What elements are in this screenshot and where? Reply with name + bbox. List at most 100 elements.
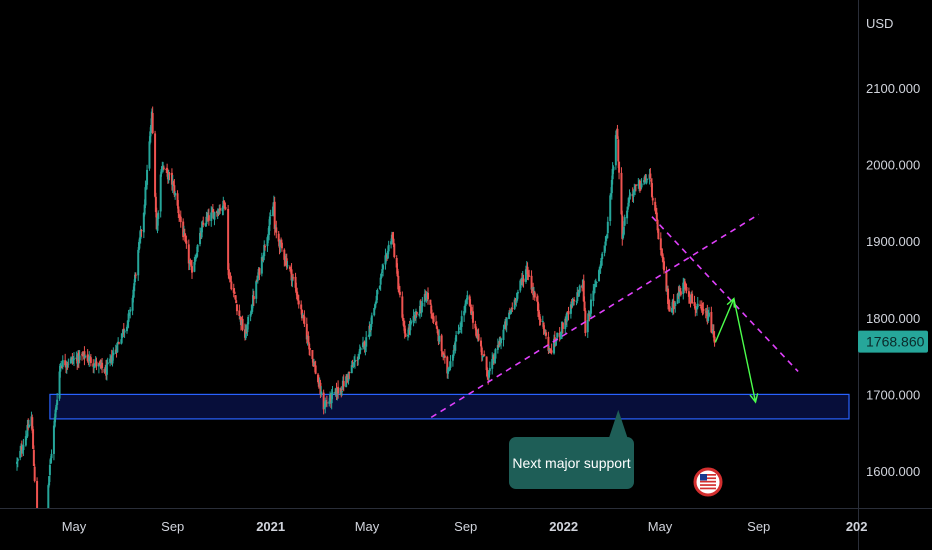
descending-trendline[interactable] — [651, 216, 799, 372]
candle — [458, 330, 461, 334]
price-tick-label: 2100.000 — [866, 81, 920, 96]
candle — [516, 289, 519, 299]
candle — [443, 348, 446, 364]
candle — [294, 272, 297, 292]
candle — [672, 294, 675, 315]
candle — [460, 310, 463, 334]
candle-body — [117, 342, 120, 344]
candle-body — [640, 183, 643, 188]
candle — [134, 272, 137, 286]
candle-body — [295, 289, 298, 294]
candle-body — [55, 405, 58, 410]
candle — [603, 245, 606, 257]
candle — [288, 265, 291, 272]
support-callout[interactable]: Next major support — [509, 409, 634, 489]
candle — [224, 207, 227, 210]
candle — [567, 306, 570, 321]
candle-body — [20, 446, 23, 452]
candle — [611, 162, 614, 185]
candle-body — [586, 320, 589, 333]
candle-body — [357, 358, 360, 361]
candle-body — [629, 194, 632, 196]
candle — [435, 315, 438, 326]
candle-body — [187, 244, 190, 264]
candle-body — [184, 235, 187, 241]
projection-down-arrow[interactable] — [733, 298, 759, 404]
candle — [314, 360, 317, 375]
candle-body — [341, 390, 344, 392]
candle-body — [516, 291, 519, 294]
candle — [628, 189, 631, 203]
candle — [368, 321, 371, 340]
us-flag-icon[interactable] — [693, 467, 723, 497]
candle-body — [455, 335, 458, 342]
candle-body — [297, 300, 300, 305]
support-zone[interactable] — [49, 393, 850, 420]
candle-body — [550, 350, 553, 353]
candle — [210, 206, 213, 227]
candle — [457, 324, 460, 335]
candle — [609, 193, 612, 226]
candle — [515, 300, 518, 307]
candle-body — [279, 239, 282, 248]
candle-body — [688, 296, 691, 299]
candle-body — [632, 190, 635, 197]
candle-body — [38, 539, 40, 550]
candle-body — [511, 308, 514, 310]
candle — [699, 300, 702, 306]
projection-up-arrow[interactable] — [714, 297, 736, 343]
candle — [241, 315, 244, 332]
last-price-tag[interactable]: 1768.860 — [858, 330, 928, 353]
candle — [172, 180, 175, 186]
candle-body — [28, 424, 31, 428]
candle-body — [614, 135, 617, 166]
candle-body — [406, 334, 409, 337]
candle — [269, 209, 272, 217]
candle — [42, 532, 44, 550]
candle — [471, 304, 474, 330]
candle — [151, 106, 154, 135]
candle-body — [543, 328, 546, 335]
candle-body — [380, 273, 383, 278]
candle — [494, 348, 497, 364]
candle-body — [565, 312, 568, 322]
time-tick-label: 202 — [846, 519, 868, 534]
candle-body — [623, 217, 626, 226]
candle-body — [193, 262, 196, 272]
candle — [505, 317, 508, 333]
candle-body — [154, 133, 157, 197]
candle-body — [685, 287, 688, 291]
candle — [290, 263, 293, 287]
candle-body — [22, 445, 25, 451]
price-axis[interactable]: USD 1600.000 1700.000 1800.000 1900.000 2000.… — [866, 16, 920, 479]
candle-body — [458, 331, 461, 333]
ascending-trendline[interactable] — [430, 213, 760, 419]
candle — [38, 534, 40, 550]
candle-body — [707, 312, 710, 317]
candle — [42, 526, 44, 539]
candle — [554, 341, 557, 347]
candle-body — [687, 291, 690, 297]
candle-body — [381, 269, 384, 273]
candle-body — [702, 308, 705, 311]
candle-body — [78, 355, 81, 361]
candle-body — [252, 296, 255, 300]
candle-body — [345, 376, 348, 388]
candle — [234, 295, 237, 301]
candle-body — [331, 392, 334, 394]
candle — [83, 346, 86, 366]
candle-body — [606, 234, 609, 236]
candle — [159, 171, 162, 218]
candle-body — [45, 511, 47, 515]
candle — [491, 352, 494, 375]
candle-body — [542, 322, 545, 329]
candle-body — [345, 376, 348, 378]
candle-body — [483, 354, 486, 357]
candle — [348, 371, 351, 379]
candle-body — [199, 232, 202, 245]
time-axis[interactable]: May Sep 2021 May Sep 2022 May Sep 202 — [62, 519, 868, 534]
candle-body — [60, 365, 63, 367]
candle-body — [233, 291, 236, 295]
time-tick-label: May — [62, 519, 87, 534]
